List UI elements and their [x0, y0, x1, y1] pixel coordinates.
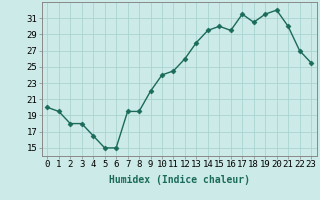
X-axis label: Humidex (Indice chaleur): Humidex (Indice chaleur) [109, 175, 250, 185]
